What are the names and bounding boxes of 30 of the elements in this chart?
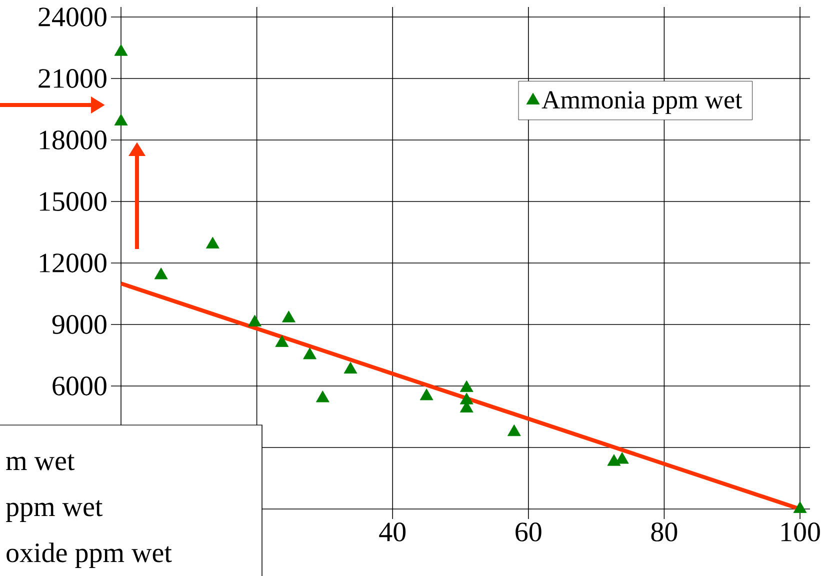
y-tick-label: 12000 [40,254,106,272]
point [344,362,358,374]
point [793,501,807,513]
point [316,390,330,402]
text: m wet [6,454,75,470]
legend-label: Ammonia ppm wet [542,91,742,114]
point [460,380,474,392]
y-tick-label: 6000 [52,376,106,396]
text: ppm wet [6,500,103,522]
x-tick-label: 100 [781,522,820,542]
point [615,452,629,464]
point [114,44,128,56]
x-tick-label: 60 [516,522,542,542]
point [248,314,262,326]
text: oxide ppm wet [6,542,172,568]
point [114,114,128,126]
point [275,335,289,347]
x-tick-label: 80 [651,522,678,542]
point [420,388,434,400]
x-tick-label: 40 [379,522,406,542]
y-tick-label: 24000 [38,8,106,26]
y-tick-label: 21000 [38,69,106,88]
point [507,424,521,436]
point [282,310,296,322]
point [154,268,168,280]
y-tick-label: 18000 [40,130,106,150]
y-tick-label: 9000 [52,315,106,334]
y-tick-label: 15000 [40,192,106,211]
point [303,348,316,360]
point [206,236,220,248]
